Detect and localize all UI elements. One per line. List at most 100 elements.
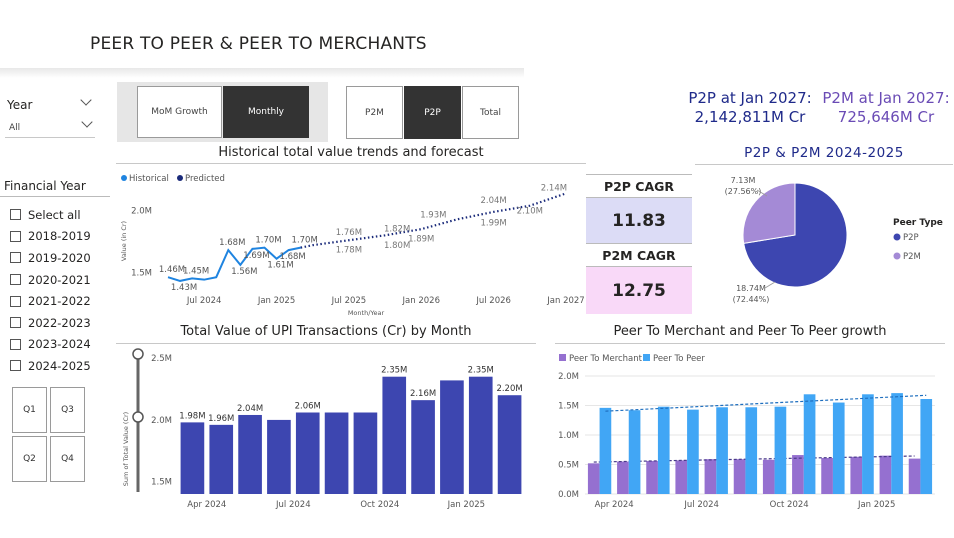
legend-marker [121, 175, 127, 181]
fy-option[interactable]: 2020-2021 [10, 269, 91, 291]
x-tick-label: Jul 2024 [275, 500, 311, 510]
y-tick-label: 1.5M [151, 478, 172, 488]
x-tick-label: Oct 2024 [770, 500, 809, 510]
pie-label-value: 7.13M [731, 176, 756, 185]
checkbox[interactable] [10, 317, 21, 329]
quarter-button-q3[interactable]: Q3 [50, 387, 85, 433]
bar [497, 395, 522, 494]
pie-legend-label: P2M [903, 252, 921, 262]
checkbox[interactable] [10, 295, 21, 307]
p2p-forecast-value: 2,142,811M Cr [694, 108, 806, 126]
bar-data-label: 1.98M [179, 411, 205, 421]
bar-data-label: 2.20M [496, 384, 522, 394]
p2m-forecast-value: 725,646M Cr [837, 108, 935, 126]
chevron-down-icon[interactable] [80, 94, 92, 106]
year-dropdown[interactable]: All [5, 116, 95, 138]
predicted-data-label: 1.89M [408, 235, 434, 245]
p2m-cagr-value: 12.75 [586, 267, 692, 314]
fy-option[interactable]: 2023-2024 [10, 334, 91, 356]
fy-option-select-all[interactable]: Select all [10, 204, 91, 226]
predicted-data-label: 1.82M [384, 224, 410, 234]
x-tick-label: Jan 2026 [402, 296, 440, 306]
y-tick-label: 1.5M [558, 402, 579, 412]
legend-marker [559, 354, 566, 361]
bar [411, 400, 435, 494]
pie-legend-marker [893, 252, 901, 260]
predicted-data-label: 2.10M [517, 206, 543, 216]
p2m-bar [617, 461, 629, 494]
fy-option[interactable]: 2019-2020 [10, 247, 91, 269]
p2m-forecast-label: P2M at Jan 2027: [822, 89, 950, 107]
monthly-bar-chart: 1.5M 2.0M 2.5M Sum of Total Value (Cr) 1.98M… [122, 348, 523, 510]
p2p-forecast-label: P2P at Jan 2027: [688, 89, 812, 107]
x-tick-label: Apr 2024 [187, 500, 226, 510]
p2p-bar [832, 402, 845, 494]
p2p-cagr-label: P2P CAGR [586, 174, 692, 198]
pie-title-rule [695, 164, 953, 165]
checkbox[interactable] [10, 360, 21, 372]
p2p-bar [774, 406, 787, 494]
bar-data-label: 2.35M [381, 366, 407, 376]
historical-data-label: 1.70M [292, 236, 318, 246]
p2p-bar [716, 407, 728, 494]
p2m-forecast-kpi: P2M at Jan 2027: 725,646M Cr [822, 89, 950, 127]
range-slider-handle [132, 348, 144, 360]
p2m-button[interactable]: P2M [346, 86, 403, 139]
legend-label: Historical [129, 174, 169, 184]
historical-data-label: 1.43M [171, 283, 197, 293]
p2m-bar [821, 458, 833, 494]
checkbox[interactable] [10, 252, 21, 264]
fy-option[interactable]: 2018-2019 [10, 226, 91, 248]
p2m-bar [587, 463, 600, 494]
checkbox[interactable] [10, 274, 21, 286]
predicted-data-label: 1.93M [420, 211, 446, 221]
y-tick-label: 2.5M [151, 354, 172, 364]
x-tick-label: Jul 2024 [683, 500, 719, 510]
fy-option[interactable]: 2021-2022 [10, 290, 91, 312]
checkbox[interactable] [10, 230, 21, 242]
total-button[interactable]: Total [462, 86, 519, 139]
quarter-button-q1[interactable]: Q1 [12, 387, 47, 433]
p2m-bar [646, 460, 658, 494]
growth-title-rule [555, 343, 945, 344]
predicted-data-label: 2.14M [541, 184, 567, 194]
historical-data-label: 1.68M [279, 252, 305, 262]
predicted-data-label: 1.78M [336, 246, 362, 256]
quarter-button-q4[interactable]: Q4 [50, 436, 85, 482]
bar [440, 380, 464, 494]
year-dropdown-value: All [9, 123, 21, 133]
legend-marker [177, 175, 183, 181]
growth-chart-title: Peer To Merchant and Peer To Peer growth [613, 324, 887, 339]
p2p-button[interactable]: P2P [404, 86, 461, 139]
title-underline [0, 68, 524, 78]
bar-data-label: 2.04M [237, 404, 263, 414]
quarter-button-q2[interactable]: Q2 [12, 436, 47, 482]
legend-marker [643, 354, 650, 361]
x-tick-label: Jul 2025 [331, 296, 367, 306]
historical-data-label: 1.68M [219, 238, 245, 248]
p2m-bar [879, 455, 892, 494]
checkbox[interactable] [10, 338, 21, 350]
monthly-title-rule [116, 343, 536, 344]
pie-legend-label: P2P [903, 233, 919, 243]
growth-grouped-bar-chart: Peer To Merchant Peer To Peer 0.0M 0.5M 1.0M… [558, 354, 935, 510]
bar [267, 419, 291, 494]
pie-chart-title: P2P & P2M 2024-2025 [744, 145, 904, 161]
fy-option[interactable]: 2022-2023 [10, 312, 91, 334]
checkbox[interactable] [10, 209, 21, 221]
x-tick-label: Oct 2024 [360, 500, 399, 510]
y-axis-label: Sum of Total Value (Cr) [122, 412, 130, 486]
predicted-data-label: 1.99M [481, 219, 507, 229]
mom-growth-button[interactable]: MoM Growth [137, 86, 222, 138]
pie-legend-marker [893, 233, 901, 241]
x-tick-label: Jan 2027 [546, 296, 584, 306]
p2p-bar [745, 407, 758, 494]
historical-data-label: 1.45M [183, 266, 209, 276]
pie-slice-p2m [742, 182, 796, 244]
p2p-bar [920, 399, 933, 494]
monthly-button[interactable]: Monthly [223, 86, 309, 138]
y-axis-label: Value (in Cr) [120, 221, 128, 261]
fy-option[interactable]: 2024-2025 [10, 355, 91, 377]
peer-type-pie-chart: 18.74M (72.44%) 7.13M (27.56%) Peer Type P2P P… [725, 176, 943, 304]
